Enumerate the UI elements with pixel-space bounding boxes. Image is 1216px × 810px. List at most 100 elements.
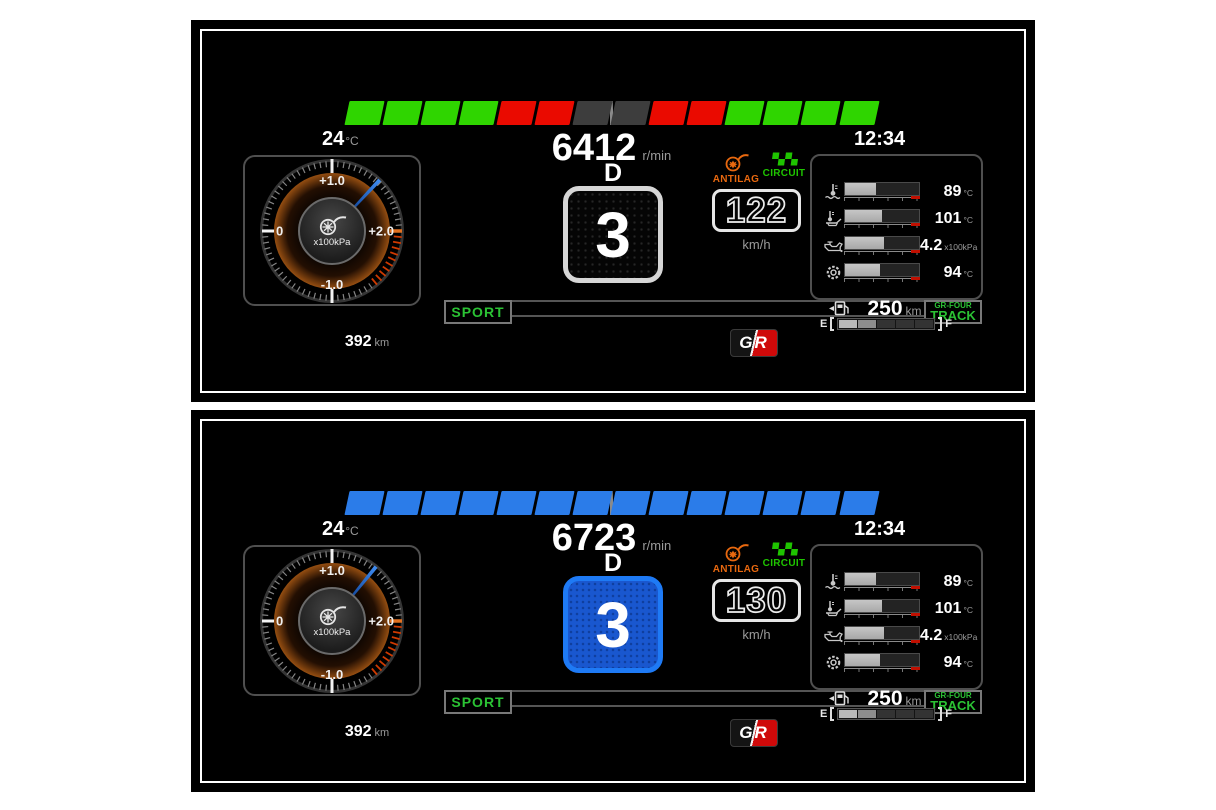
- segment-blue: [800, 491, 842, 515]
- oil-temp-row: 101 °C: [822, 598, 973, 619]
- coolant-temp-bar: [844, 181, 920, 196]
- gear-value: 3: [595, 198, 631, 271]
- bar-scale: [844, 585, 920, 592]
- transmission-temperature-icon: [822, 654, 844, 672]
- turbo-icon: [319, 216, 347, 236]
- tachometer-bar: [343, 101, 880, 125]
- segment-blue: [686, 491, 727, 515]
- boost-label-plus2: +2.0: [368, 613, 394, 629]
- fuel-pump-icon: [829, 300, 851, 322]
- transmission-temp-row: 94 °C: [822, 262, 973, 283]
- speedometer: 130: [712, 579, 801, 622]
- oil-pressure-icon: [822, 237, 844, 255]
- boost-gauge-unit: x100kPa: [313, 237, 351, 248]
- drive-mode-badge: SPORT: [444, 690, 512, 714]
- cluster-panel-bottom: 24°C 12:34 6723 r/min: [191, 410, 1035, 792]
- speed-value: 122: [725, 191, 788, 230]
- outside-temperature: 24°C: [322, 518, 359, 540]
- fuel-bracket-left: [830, 317, 835, 331]
- boost-label-plus1: +1.0: [319, 563, 345, 578]
- segment-green: [420, 101, 461, 125]
- oil-temp-bar: [844, 208, 920, 223]
- segment-full: [839, 710, 858, 718]
- fuel-empty-label: E: [820, 318, 828, 330]
- bar-scale: [844, 612, 920, 619]
- drive-mode-badge: SPORT: [444, 300, 512, 324]
- segment-empty: [896, 710, 915, 718]
- transmission-temp-bar: [844, 262, 920, 277]
- fuel-range: 250 km: [867, 687, 922, 710]
- circuit-label: CIRCUIT: [762, 558, 806, 569]
- segment-blue: [648, 491, 689, 515]
- bar-scale: [844, 666, 920, 673]
- tachometer-bar: [343, 491, 880, 515]
- coolant-temp-value: 89 °C: [943, 182, 973, 200]
- transmission-temp-row: 94 °C: [822, 652, 973, 673]
- segment-green: [458, 101, 499, 125]
- circuit-label: CIRCUIT: [762, 168, 806, 179]
- fuel-level-bar: [837, 708, 936, 720]
- oil-pressure-bar: [844, 625, 920, 640]
- fuel-gauge: E F: [820, 706, 952, 722]
- segment-blue: [572, 491, 613, 515]
- antilag-indicator: ANTILAG: [710, 542, 762, 575]
- segment-blue: [724, 491, 765, 515]
- rpm-unit: r/min: [642, 538, 672, 553]
- oil-pressure-icon: [822, 627, 844, 645]
- segment-blue: [343, 491, 385, 515]
- segment-red: [686, 101, 727, 125]
- segment-empty: [896, 320, 915, 328]
- antilag-indicator: ANTILAG: [710, 152, 762, 185]
- gear-selector: D: [603, 159, 623, 187]
- segment-green: [724, 101, 765, 125]
- odometer: 392 km: [344, 723, 390, 740]
- segment-blue: [382, 491, 423, 515]
- segment-blue: [534, 491, 575, 515]
- segment-green: [343, 101, 385, 125]
- boost-gauge: x100kPa +1.0 0 +2.0 -1.0: [259, 158, 405, 304]
- oil-pressure-value: 4.2 x100kPa: [920, 626, 978, 644]
- segment-empty: [877, 320, 896, 328]
- boost-gauge-unit: x100kPa: [313, 627, 351, 638]
- bar-scale: [844, 249, 920, 256]
- oil-temp-value: 101 °C: [934, 599, 973, 617]
- segment-blue: [496, 491, 537, 515]
- coolant-temp-value: 89 °C: [943, 572, 973, 590]
- segment-red: [534, 101, 575, 125]
- boost-gauge-ticks: [260, 549, 404, 693]
- oil-pressure-bar: [844, 235, 920, 250]
- rpm-value: 6412: [551, 127, 637, 169]
- transmission-temperature-icon: [822, 264, 844, 282]
- segment-green: [838, 101, 880, 125]
- transmission-temp-bar: [844, 652, 920, 667]
- gear-indicator: 3: [563, 576, 663, 673]
- boost-gauge-hub: x100kPa: [298, 587, 366, 655]
- coolant-temp-bar: [844, 571, 920, 586]
- checkered-flag-icon: [772, 152, 799, 166]
- bar-scale: [844, 639, 920, 646]
- segment-blue: [838, 491, 880, 515]
- oil-temp-row: 101 °C: [822, 208, 973, 229]
- segment-partial: [858, 710, 877, 718]
- gear-selector: D: [603, 549, 623, 577]
- boost-gauge-card: x100kPa +1.0 0 +2.0 -1.0: [243, 545, 421, 696]
- oil-temp-value: 101 °C: [934, 209, 973, 227]
- circuit-indicator: CIRCUIT: [758, 152, 810, 179]
- bar-scale: [844, 195, 920, 202]
- circuit-indicator: CIRCUIT: [758, 542, 810, 569]
- fuel-bracket-left: [830, 707, 835, 721]
- oil-temp-bar: [844, 598, 920, 613]
- transmission-temp-value: 94 °C: [943, 653, 973, 671]
- antilag-icon: [725, 544, 749, 562]
- speed-value: 130: [725, 581, 788, 620]
- coolant-temp-row: 89 °C: [822, 571, 973, 592]
- turbo-icon: [319, 606, 347, 626]
- antilag-icon: [725, 154, 749, 172]
- segment-blue: [610, 491, 651, 515]
- boost-label-plus2: +2.0: [368, 223, 394, 239]
- segment-blue: [458, 491, 499, 515]
- segment-empty: [915, 710, 934, 718]
- boost-label-zero: 0: [276, 223, 284, 239]
- segment-blue: [762, 491, 803, 515]
